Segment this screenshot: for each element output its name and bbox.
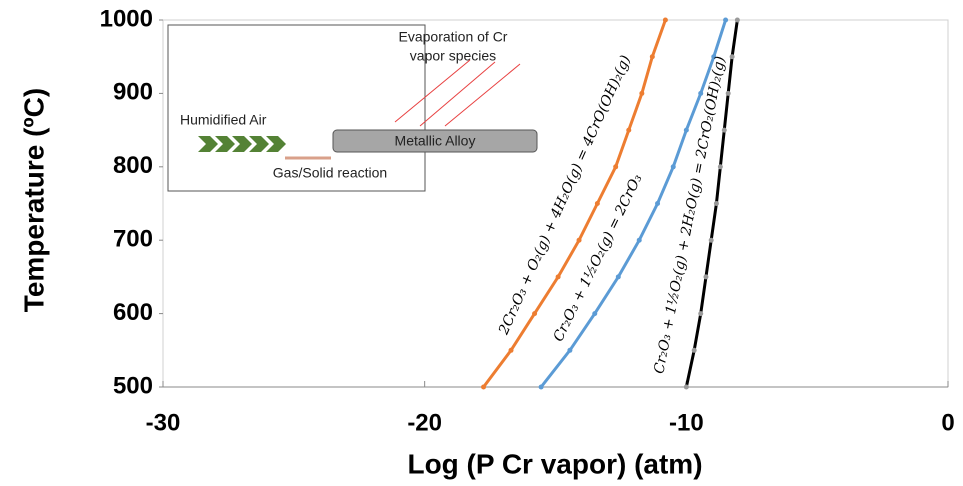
point (683, 127, 689, 133)
point (683, 384, 689, 390)
inset-text: Metallic Alloy (395, 133, 476, 149)
x-tick-label: -30 (146, 409, 181, 436)
point (725, 90, 731, 96)
point (532, 311, 538, 317)
alloy-bar (332, 129, 538, 153)
point (481, 384, 487, 390)
y-tick-label: 900 (113, 79, 153, 106)
point (567, 347, 573, 353)
point (670, 164, 676, 170)
point (636, 237, 642, 243)
y-tick-label: 1000 (100, 5, 153, 32)
x-tick-label: -10 (669, 409, 704, 436)
series-label: 2Cr₂O₃ + O₂(g) + 4H₂O(g) = 4CrO(OH)₂(g) (495, 53, 634, 338)
y-tick-label: 600 (113, 299, 153, 326)
point (708, 237, 714, 243)
point (729, 54, 735, 60)
point (717, 164, 723, 170)
point (698, 311, 704, 317)
point (703, 274, 709, 280)
inset-text: Evaporation of Cr (399, 29, 508, 45)
point (662, 17, 668, 23)
x-tick-label: 0 (941, 409, 954, 436)
point (538, 384, 544, 390)
inset-text: Humidified Air (180, 112, 267, 128)
point (721, 127, 727, 133)
y-tick-label: 700 (113, 226, 153, 253)
chevrons (198, 136, 286, 152)
point (592, 311, 598, 317)
point (711, 54, 717, 60)
point (626, 127, 632, 133)
point (713, 201, 719, 206)
series-label: Cr₂O₃ + 1½O₂(g) + 2H₂O(g) = 2CrO₂(OH)₂(g… (651, 55, 728, 375)
inset-text: Gas/Solid reaction (273, 165, 387, 181)
point (649, 54, 655, 60)
arrow (394, 59, 471, 123)
y-tick-label: 800 (113, 152, 153, 179)
point (639, 90, 645, 96)
point (576, 237, 582, 243)
x-tick-label: -20 (407, 409, 442, 436)
point (723, 17, 729, 23)
point (698, 90, 704, 96)
arrow (444, 63, 521, 127)
y-tick-label: 500 (113, 372, 153, 399)
point (555, 274, 561, 280)
point (594, 201, 600, 206)
point (691, 347, 697, 353)
inset-text: vapor species (410, 48, 496, 64)
arrow (419, 61, 496, 127)
point (734, 17, 740, 23)
point (615, 274, 621, 280)
y-axis-title: Temperature (ºC) (18, 88, 49, 312)
inset: Evaporation of Cr vapor species Humidifi… (167, 24, 538, 192)
point (613, 164, 619, 170)
inset-box (167, 24, 426, 192)
x-axis-title: Log (P Cr vapor) (atm) (407, 448, 702, 479)
point (508, 347, 514, 353)
point (655, 201, 661, 206)
